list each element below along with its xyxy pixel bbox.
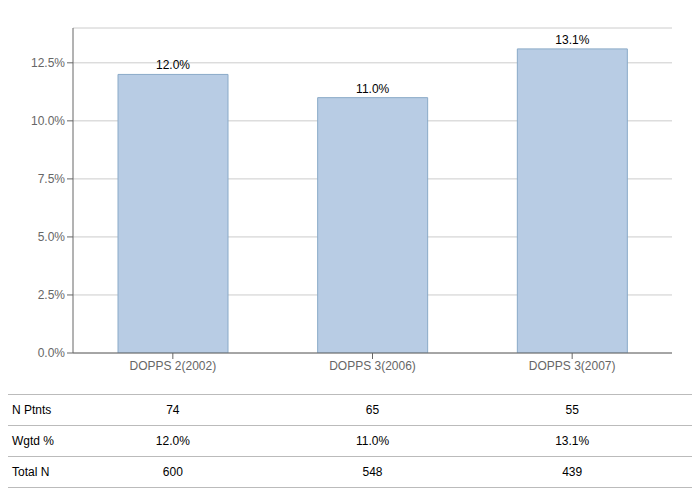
html-text:Wgtd %: Wgtd % bbox=[12, 434, 54, 448]
svg-text:13.1%: 13.1% bbox=[555, 33, 589, 47]
svg-text:DOPPS 2(2002): DOPPS 2(2002) bbox=[129, 359, 216, 373]
html-text:N Ptnts: N Ptnts bbox=[12, 403, 52, 417]
svg-text:12.5%: 12.5% bbox=[31, 56, 65, 70]
svg-text:DOPPS 3(2006): DOPPS 3(2006) bbox=[329, 359, 416, 373]
html-text:11.0%: 11.0% bbox=[355, 434, 390, 448]
svg-text:DOPPS 3(2007): DOPPS 3(2007) bbox=[529, 359, 616, 373]
svg-text:10.0%: 10.0% bbox=[31, 114, 65, 128]
html-text:600: 600 bbox=[162, 465, 183, 479]
html-text:74: 74 bbox=[166, 403, 180, 417]
svg-text:0.0%: 0.0% bbox=[38, 346, 66, 360]
svg-text:12.0%: 12.0% bbox=[156, 58, 190, 72]
html-text:439: 439 bbox=[562, 465, 583, 479]
svg-text:5.0%: 5.0% bbox=[38, 230, 66, 244]
html-text:55: 55 bbox=[565, 403, 579, 417]
html-text:13.1%: 13.1% bbox=[555, 434, 590, 448]
svg-text:2.5%: 2.5% bbox=[38, 288, 66, 302]
html-text:548: 548 bbox=[362, 465, 383, 479]
html-text:12.0%: 12.0% bbox=[155, 434, 190, 448]
html-text:Total N: Total N bbox=[12, 465, 50, 479]
svg-text:7.5%: 7.5% bbox=[38, 172, 66, 186]
html-text:65: 65 bbox=[365, 403, 380, 417]
svg-text:11.0%: 11.0% bbox=[356, 82, 389, 96]
